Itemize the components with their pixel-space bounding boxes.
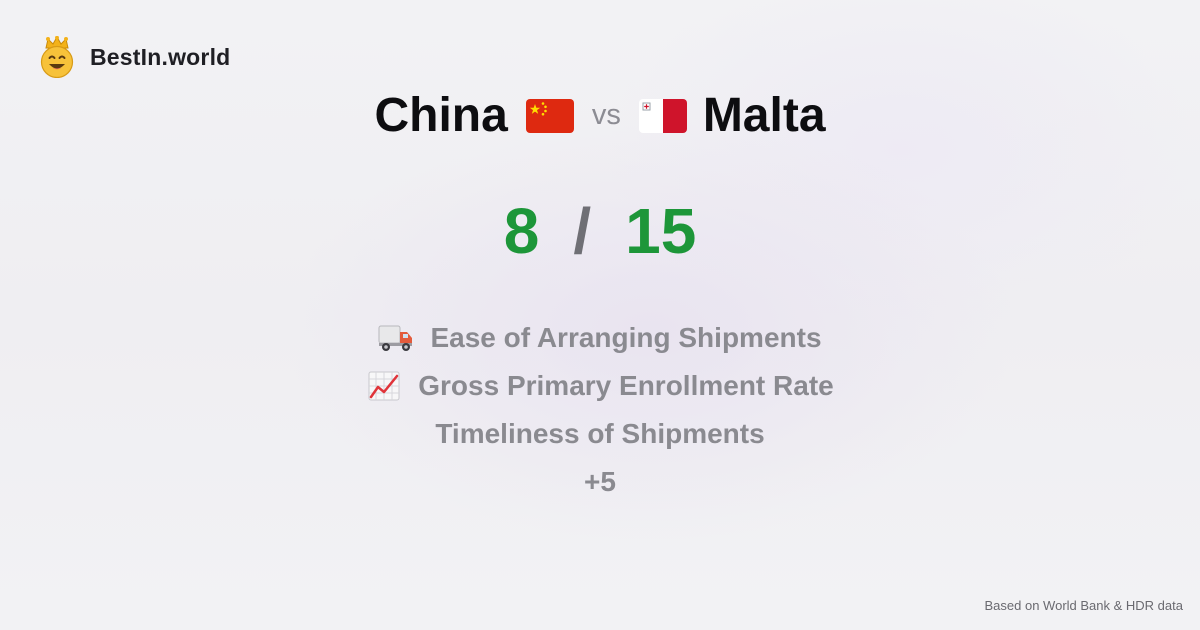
metric-item: Ease of Arranging Shipments xyxy=(0,314,1200,362)
brand-name: BestIn.world xyxy=(90,43,231,70)
metric-label: +5 xyxy=(584,466,616,497)
malta-flag-icon xyxy=(638,98,687,133)
metric-item: Gross Primary Enrollment Rate xyxy=(0,362,1200,410)
score-separator: / xyxy=(573,195,592,267)
metric-label: Ease of Arranging Shipments xyxy=(430,322,822,353)
country-a-name: China xyxy=(374,89,508,142)
data-source-note: Based on World Bank & HDR data xyxy=(984,598,1183,613)
metric-label: Gross Primary Enrollment Rate xyxy=(418,370,834,401)
metric-label: Timeliness of Shipments xyxy=(435,418,765,449)
comparison-title: China vs Malta xyxy=(0,88,1200,143)
country-b-name: Malta xyxy=(702,89,826,142)
score: 8 / 15 xyxy=(0,194,1200,268)
score-b: 15 xyxy=(625,195,697,267)
chart-increasing-icon xyxy=(366,371,402,401)
china-flag-icon xyxy=(525,98,574,133)
metric-list: Ease of Arranging Shipments Gross Primar… xyxy=(0,314,1200,506)
metric-item: Timeliness of Shipments xyxy=(0,410,1200,458)
delivery-truck-icon xyxy=(378,323,414,353)
score-a: 8 xyxy=(503,195,540,267)
vs-label: vs xyxy=(591,99,621,131)
more-metrics-count: +5 xyxy=(0,458,1200,506)
crown-smiley-icon xyxy=(40,36,74,78)
brand[interactable]: BestIn.world xyxy=(38,36,230,78)
